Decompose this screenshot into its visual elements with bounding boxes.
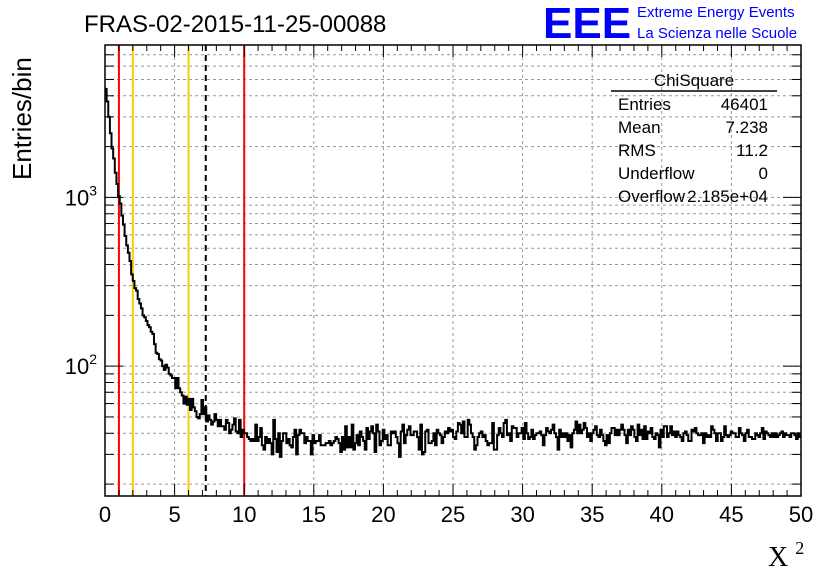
x-axis-label-base: X	[768, 542, 788, 572]
x-tick-label: 20	[371, 502, 395, 527]
stats-label-overflow: Overflow	[618, 187, 686, 206]
reference-lines	[117, 45, 246, 496]
x-axis-label-exponent: 2	[795, 538, 804, 558]
stats-label-underflow: Underflow	[618, 164, 695, 183]
x-tick-label: 50	[789, 502, 813, 527]
stats-value-entries: 46401	[721, 95, 768, 114]
x-tick-label: 15	[302, 502, 326, 527]
logo-line-1: Extreme Energy Events	[637, 4, 795, 21]
eee-logo-mark: EEE	[543, 0, 631, 48]
x-tick-label: 40	[650, 502, 674, 527]
x-tick-label: 5	[168, 502, 180, 527]
y-tick-exponent: 2	[89, 351, 97, 367]
y-tick-exponent: 3	[89, 182, 97, 198]
x-tick-label: 45	[719, 502, 743, 527]
grid	[105, 45, 801, 496]
stats-value-mean: 7.238	[725, 118, 768, 137]
x-tick-label: 10	[232, 502, 256, 527]
y-tick-label: 103	[65, 182, 97, 210]
x-tick-label: 25	[441, 502, 465, 527]
x-tick-label: 0	[99, 502, 111, 527]
y-tick-base: 10	[65, 185, 89, 210]
stats-title: ChiSquare	[654, 71, 734, 90]
x-tick-label: 30	[510, 502, 534, 527]
y-axis-label: Entries/bin	[7, 57, 37, 180]
stats-value-rms: 11.2	[736, 141, 768, 160]
stats-value-underflow: 0	[759, 164, 768, 183]
stats-value-overflow: 2.185e+04	[687, 187, 768, 206]
x-axis-label: X 2	[768, 538, 804, 572]
y-tick-label: 102	[65, 351, 97, 379]
stats-label-mean: Mean	[618, 118, 661, 137]
y-tick-base: 10	[65, 354, 89, 379]
stats-box: ChiSquare Entries 46401 Mean 7.238 RMS 1…	[611, 71, 777, 206]
stats-label-rms: RMS	[618, 141, 656, 160]
x-tick-label: 35	[580, 502, 604, 527]
logo-line-2: La Scienza nelle Scuole	[637, 25, 797, 42]
stats-label-entries: Entries	[618, 95, 671, 114]
chart-title: FRAS-02-2015-11-25-00088	[84, 11, 386, 38]
histogram-series	[105, 87, 801, 458]
